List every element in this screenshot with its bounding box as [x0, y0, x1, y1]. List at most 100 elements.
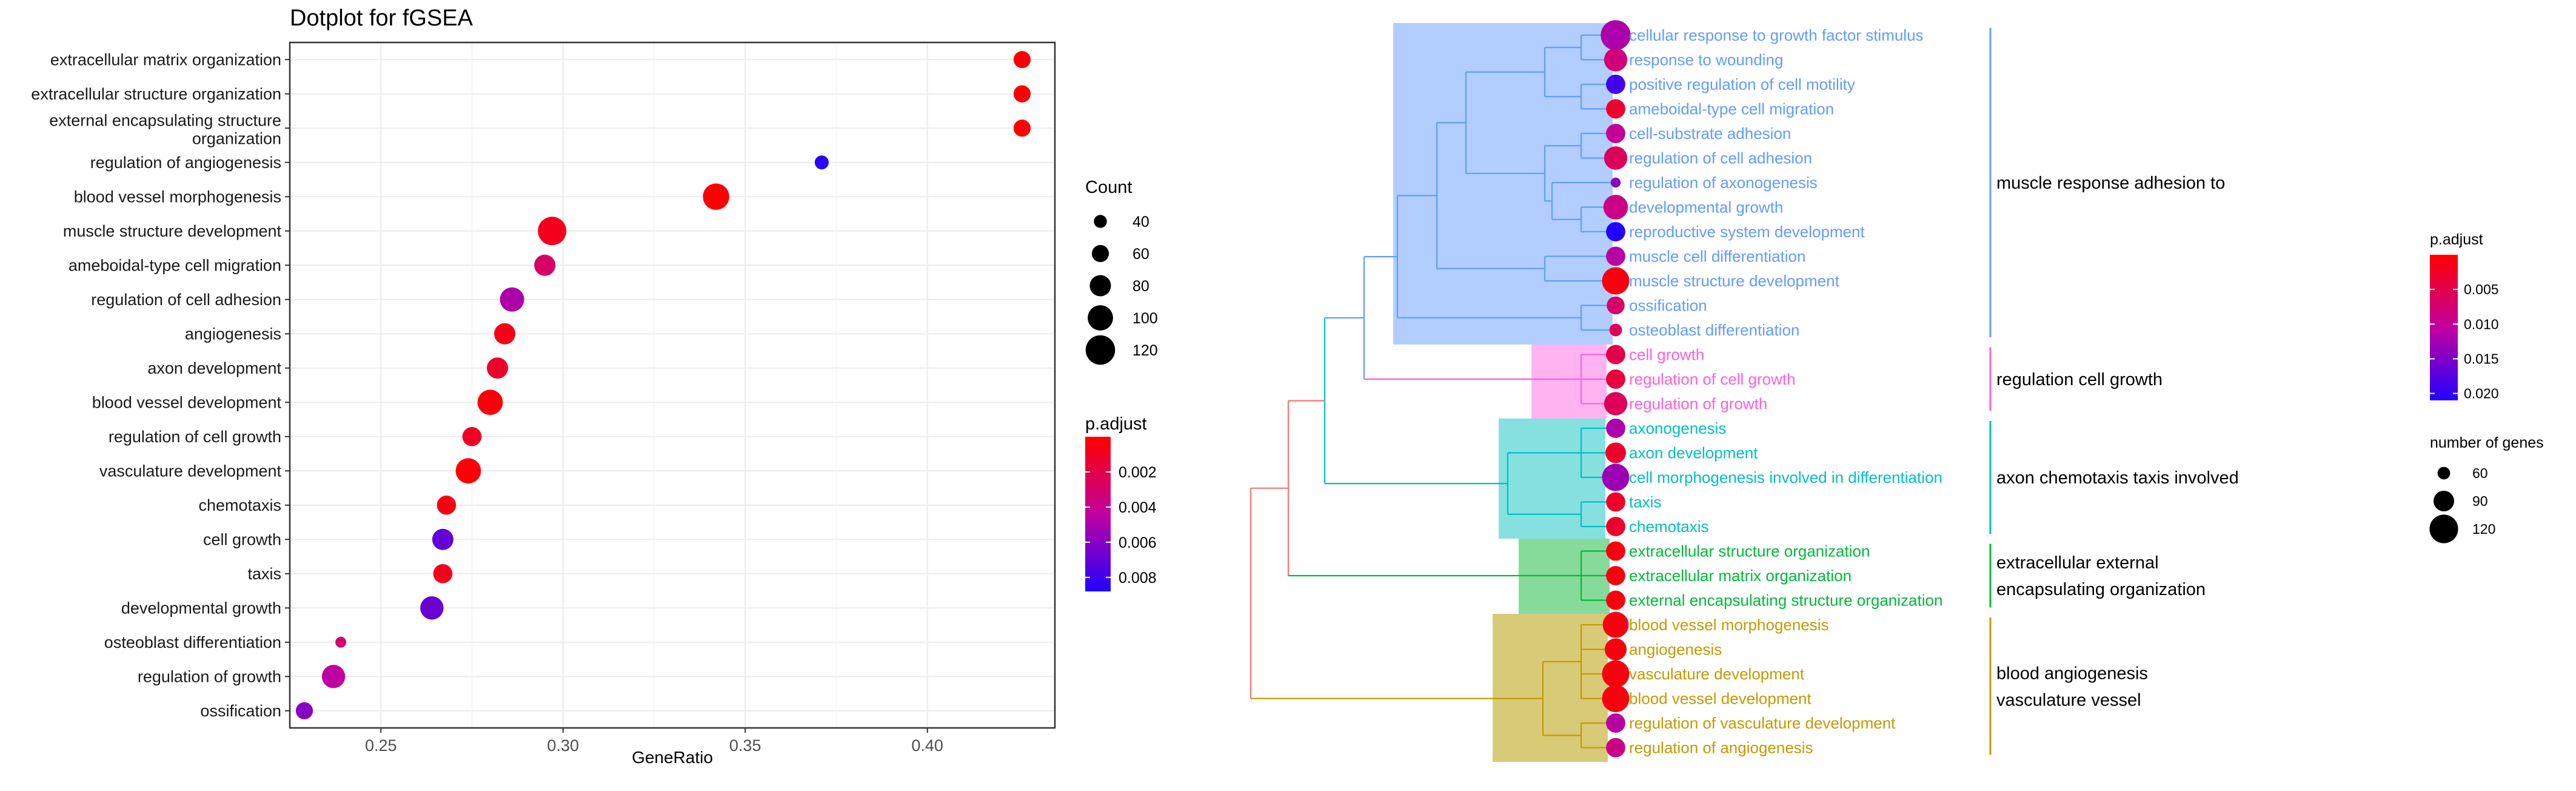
treeplot-term-label: ameboidal-type cell migration: [1629, 100, 1834, 118]
tree-padj-legend-label: 0.010: [2464, 316, 2499, 332]
dotplot-x-axis-label: GeneRatio: [632, 748, 713, 767]
padj-legend-ticks: 0.002 0.004 0.006 0.008: [1085, 464, 1157, 587]
treeplot-points: [1601, 20, 1631, 758]
dotplot-point: [534, 254, 556, 276]
treeplot-point: [1606, 222, 1625, 241]
treeplot-point: [1602, 685, 1630, 712]
treeplot-term-label: muscle cell differentiation: [1629, 247, 1805, 266]
count-legend-label: 80: [1132, 278, 1149, 295]
dotplot-category-label: ameboidal-type cell migration: [69, 256, 281, 274]
treeplot-term-label: taxis: [1629, 493, 1661, 511]
treeplot-point: [1605, 442, 1626, 463]
count-legend-dot: [1085, 335, 1116, 365]
count-legend-dot: [1088, 305, 1113, 331]
dotplot-category-label: osteoblast differentiation: [104, 633, 281, 651]
dotplot-chart: Dotplot for fGSEA extracellular matrix o…: [31, 5, 1157, 767]
dotplot-point: [1013, 119, 1031, 137]
treeplot-term-label: regulation of axonogenesis: [1629, 173, 1818, 192]
cluster-label: extracellular external: [1996, 553, 2159, 573]
treeplot-term-label: regulation of cell adhesion: [1629, 149, 1812, 167]
count-legend-dot: [1089, 275, 1111, 297]
treeplot-point: [1602, 660, 1630, 688]
dotplot-x-tick-label: 0.30: [547, 736, 579, 755]
count-legend-label: 40: [1132, 214, 1149, 231]
dotplot-category-label: taxis: [247, 565, 281, 583]
dotplot-category-label: extracellular matrix organization: [50, 50, 281, 69]
treeplot-point: [1604, 392, 1628, 416]
cluster-box-6: [1393, 23, 1613, 345]
treeplot-point: [1606, 713, 1625, 733]
tree-padj-legend-title: p.adjust: [2430, 231, 2483, 248]
treeplot-point: [1603, 195, 1628, 220]
dotplot-category-label: angiogenesis: [185, 325, 281, 343]
treeplot-term-label: axonogenesis: [1629, 419, 1726, 437]
cluster-labels: muscle response adhesion to regulation ce…: [1996, 173, 2239, 710]
treeplot-term-label: osteoblast differentiation: [1629, 321, 1799, 339]
tree-padj-colorbar: [2430, 255, 2458, 400]
gene-count-legend-label: 60: [2472, 465, 2488, 481]
count-legend-dot: [1094, 215, 1107, 228]
dotplot-category-label: blood vessel development: [92, 393, 282, 411]
padj-legend-title: p.adjust: [1085, 414, 1147, 434]
gene-count-legend-label: 90: [2472, 493, 2488, 509]
treeplot-point: [1609, 323, 1622, 337]
padj-legend-label: 0.002: [1119, 464, 1157, 481]
dotplot-category-label: blood vessel morphogenesis: [74, 187, 281, 206]
dotplot-point: [814, 155, 829, 170]
treeplot-term-label: regulation of angiogenesis: [1629, 739, 1813, 757]
dotplot-category-label: regulation of cell adhesion: [91, 291, 281, 309]
dotplot-panel-border: [289, 41, 1056, 729]
dotplot-point: [433, 564, 453, 584]
padj-legend-label: 0.006: [1119, 534, 1157, 551]
dotplot-point: [462, 426, 482, 446]
treeplot-term-label: extracellular matrix organization: [1629, 567, 1852, 585]
gene-count-legend-dot: [2429, 514, 2458, 544]
treeplot-point: [1607, 296, 1625, 315]
cluster-box-5: [1531, 345, 1607, 419]
treeplot-point: [1606, 590, 1625, 610]
treeplot-term-label: regulation of vasculature development: [1629, 714, 1896, 732]
dotplot-point: [420, 596, 444, 620]
treeplot-point: [1606, 492, 1625, 512]
gene-count-legend: 60 90 120: [2429, 465, 2495, 544]
treeplot-point: [1602, 267, 1630, 295]
dotplot-category-label: muscle structure development: [63, 222, 282, 240]
treeplot-point: [1606, 369, 1625, 389]
treeplot-term-label: blood vessel morphogenesis: [1629, 616, 1829, 634]
dotplot-points: [295, 51, 1031, 719]
cluster-label: regulation cell growth: [1996, 370, 2163, 389]
dotplot-category-label: chemotaxis: [198, 496, 281, 514]
cluster-label: muscle response adhesion to: [1996, 173, 2225, 193]
dotplot-category-label: developmental growth: [121, 599, 281, 617]
gene-count-legend-title: number of genes: [2430, 434, 2544, 451]
tree-padj-legend-label: 0.005: [2464, 281, 2499, 297]
dotplot-point: [321, 665, 346, 688]
count-legend-label: 100: [1132, 310, 1158, 327]
treeplot-point: [1606, 75, 1625, 94]
dotplot-x-tick-label: 0.25: [365, 736, 397, 755]
treeplot-term-label: blood vessel development: [1629, 690, 1812, 708]
count-legend-dot: [1091, 244, 1109, 263]
cluster-box-4: [1499, 419, 1605, 539]
treeplot-point: [1606, 124, 1625, 143]
treeplot-point: [1601, 20, 1631, 50]
dotplot-point: [432, 528, 453, 550]
dotplot-point: [538, 217, 567, 246]
count-legend: 40 60 80 100 120: [1085, 214, 1158, 365]
dotplot-category-label: regulation of angiogenesis: [90, 153, 281, 172]
dotplot-point: [703, 183, 729, 210]
gene-count-legend-dot: [2434, 491, 2454, 511]
tree-padj-legend-ticks: 0.005 0.010 0.015 0.020: [2430, 281, 2499, 402]
treeplot-point: [1606, 738, 1625, 758]
treeplot-term-label: regulation of cell growth: [1629, 370, 1796, 388]
cluster-label: encapsulating organization: [1996, 580, 2206, 599]
treeplot-term-label: cell-substrate adhesion: [1629, 124, 1791, 143]
dotplot-point: [295, 702, 313, 719]
treeplot-point: [1606, 246, 1625, 266]
dotplot-x-ticks: 0.25 0.30 0.35 0.40: [365, 728, 943, 755]
treeplot-point: [1606, 345, 1625, 365]
treeplot-term-label: chemotaxis: [1629, 517, 1709, 536]
cluster-label: blood angiogenesis: [1996, 664, 2148, 683]
tree-padj-legend-label: 0.020: [2464, 386, 2499, 402]
cluster-label: vasculature vessel: [1996, 690, 2141, 710]
